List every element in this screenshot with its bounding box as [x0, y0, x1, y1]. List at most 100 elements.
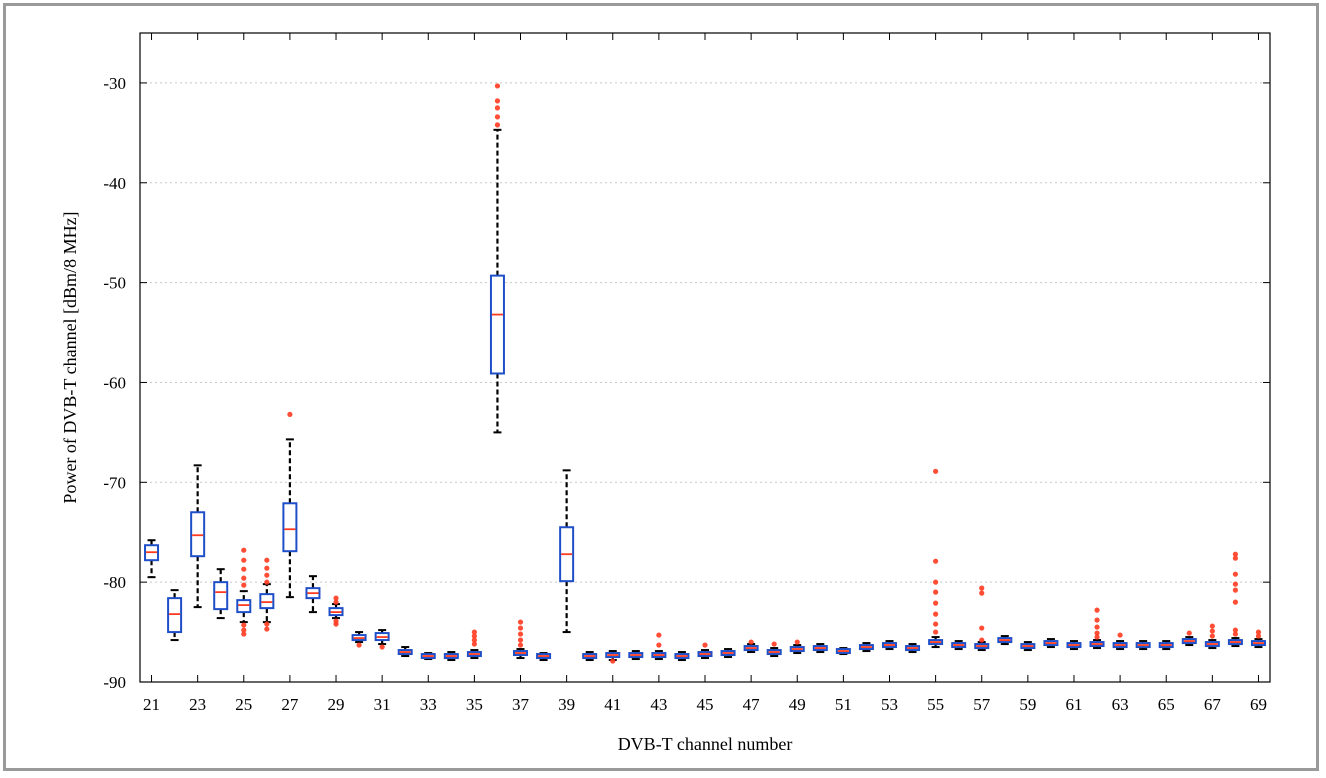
outlier-point	[264, 621, 270, 627]
box-channel-32	[397, 646, 413, 658]
outlier-point	[241, 566, 247, 572]
y-tick-label: -90	[103, 673, 126, 692]
box-channel-48	[766, 647, 782, 658]
outlier-point	[933, 600, 939, 606]
outlier-point	[979, 625, 985, 631]
x-tick-label: 37	[512, 695, 530, 714]
outlier-point	[241, 627, 247, 633]
box-channel-22	[167, 589, 183, 642]
iqr-box	[213, 581, 229, 611]
box-channel-37	[513, 648, 529, 660]
outlier-point	[494, 105, 501, 111]
outlier-point	[1094, 607, 1100, 613]
outlier-point	[241, 582, 247, 588]
box-channel-53	[881, 640, 897, 651]
outlier-point	[471, 633, 477, 639]
x-tick-label: 21	[143, 695, 160, 714]
y-tick-label: -80	[103, 573, 126, 592]
outlier-point	[1255, 629, 1262, 635]
outlier-point	[517, 637, 524, 643]
box-channel-44	[674, 651, 690, 662]
outlier-point	[1232, 587, 1239, 593]
y-tick-label: -60	[103, 373, 126, 392]
x-tick-label: 61	[1065, 695, 1082, 714]
outlier-point	[494, 114, 501, 120]
outlier-point	[494, 122, 501, 128]
outlier-point	[933, 621, 939, 627]
box-channel-60	[1043, 638, 1059, 649]
outlier-point	[610, 658, 616, 664]
outlier-points	[241, 83, 1262, 664]
outlier-point	[517, 619, 524, 625]
outlier-point	[1094, 617, 1100, 623]
x-tick-label: 59	[1019, 695, 1036, 714]
outlier-point	[933, 589, 939, 595]
box-channel-26	[259, 583, 275, 624]
box-channel-43	[651, 650, 667, 661]
outlier-point	[1232, 627, 1239, 633]
outlier-point	[1094, 634, 1100, 640]
outlier-point	[333, 599, 339, 605]
x-tick-label: 29	[328, 695, 345, 714]
outlier-point	[656, 632, 662, 638]
box-channel-50	[812, 643, 828, 654]
iqr-box	[236, 599, 252, 614]
outlier-point	[494, 83, 501, 89]
outlier-point	[979, 637, 985, 643]
box-channel-52	[858, 642, 874, 653]
box-channel-23	[190, 464, 206, 609]
iqr-box	[167, 597, 183, 634]
box-channel-33	[420, 652, 436, 661]
box-channel-67	[1204, 639, 1220, 650]
box-channel-45	[697, 649, 713, 660]
outlier-point	[333, 595, 339, 601]
outlier-point	[517, 642, 524, 648]
x-tick-label: 35	[466, 695, 483, 714]
outlier-point	[794, 639, 800, 645]
x-tick-label: 55	[927, 695, 944, 714]
box-channel-41	[605, 650, 621, 662]
box-channel-21	[144, 539, 160, 579]
outlier-point	[264, 565, 270, 571]
x-tick-label: 65	[1158, 695, 1175, 714]
outlier-point	[264, 557, 270, 563]
box-channel-38	[536, 652, 552, 662]
box-channel-59	[1020, 641, 1036, 652]
outlier-point	[771, 641, 777, 647]
box-channel-57	[974, 641, 990, 652]
x-tick-label: 57	[973, 695, 991, 714]
outlier-point	[471, 641, 477, 647]
outlier-point	[241, 557, 247, 563]
outlier-point	[1232, 581, 1239, 587]
box-channel-58	[997, 635, 1013, 646]
box-channel-29	[328, 603, 344, 620]
box-channel-65	[1158, 640, 1174, 651]
outlier-point	[933, 611, 939, 617]
y-tick-label: -30	[103, 74, 126, 93]
outlier-point	[264, 626, 270, 632]
y-axis-label: Power of DVB-T channel [dBm/8 MHz]	[60, 211, 80, 503]
box-channel-54	[905, 643, 921, 654]
box-channel-27	[282, 438, 298, 599]
x-tick-label: 41	[604, 695, 621, 714]
outlier-point	[1232, 599, 1239, 605]
x-tick-label: 51	[835, 695, 852, 714]
iqr-box	[282, 502, 298, 553]
x-tick-label: 49	[789, 695, 806, 714]
x-tick-label: 43	[650, 695, 667, 714]
y-tick-label: -70	[103, 473, 126, 492]
box-channel-69	[1250, 638, 1266, 649]
y-tick-label: -40	[103, 174, 126, 193]
box-channel-63	[1112, 640, 1128, 651]
box-channel-46	[720, 648, 736, 659]
outlier-point	[471, 629, 477, 635]
outlier-point	[702, 642, 708, 648]
outlier-point	[494, 98, 501, 104]
box-channel-30	[351, 631, 367, 644]
outlier-point	[1209, 623, 1215, 629]
outlier-point	[241, 575, 247, 581]
plot-area-border	[139, 32, 1271, 683]
outlier-point	[241, 547, 247, 553]
x-tick-label: 33	[420, 695, 437, 714]
outlier-point	[241, 622, 247, 628]
